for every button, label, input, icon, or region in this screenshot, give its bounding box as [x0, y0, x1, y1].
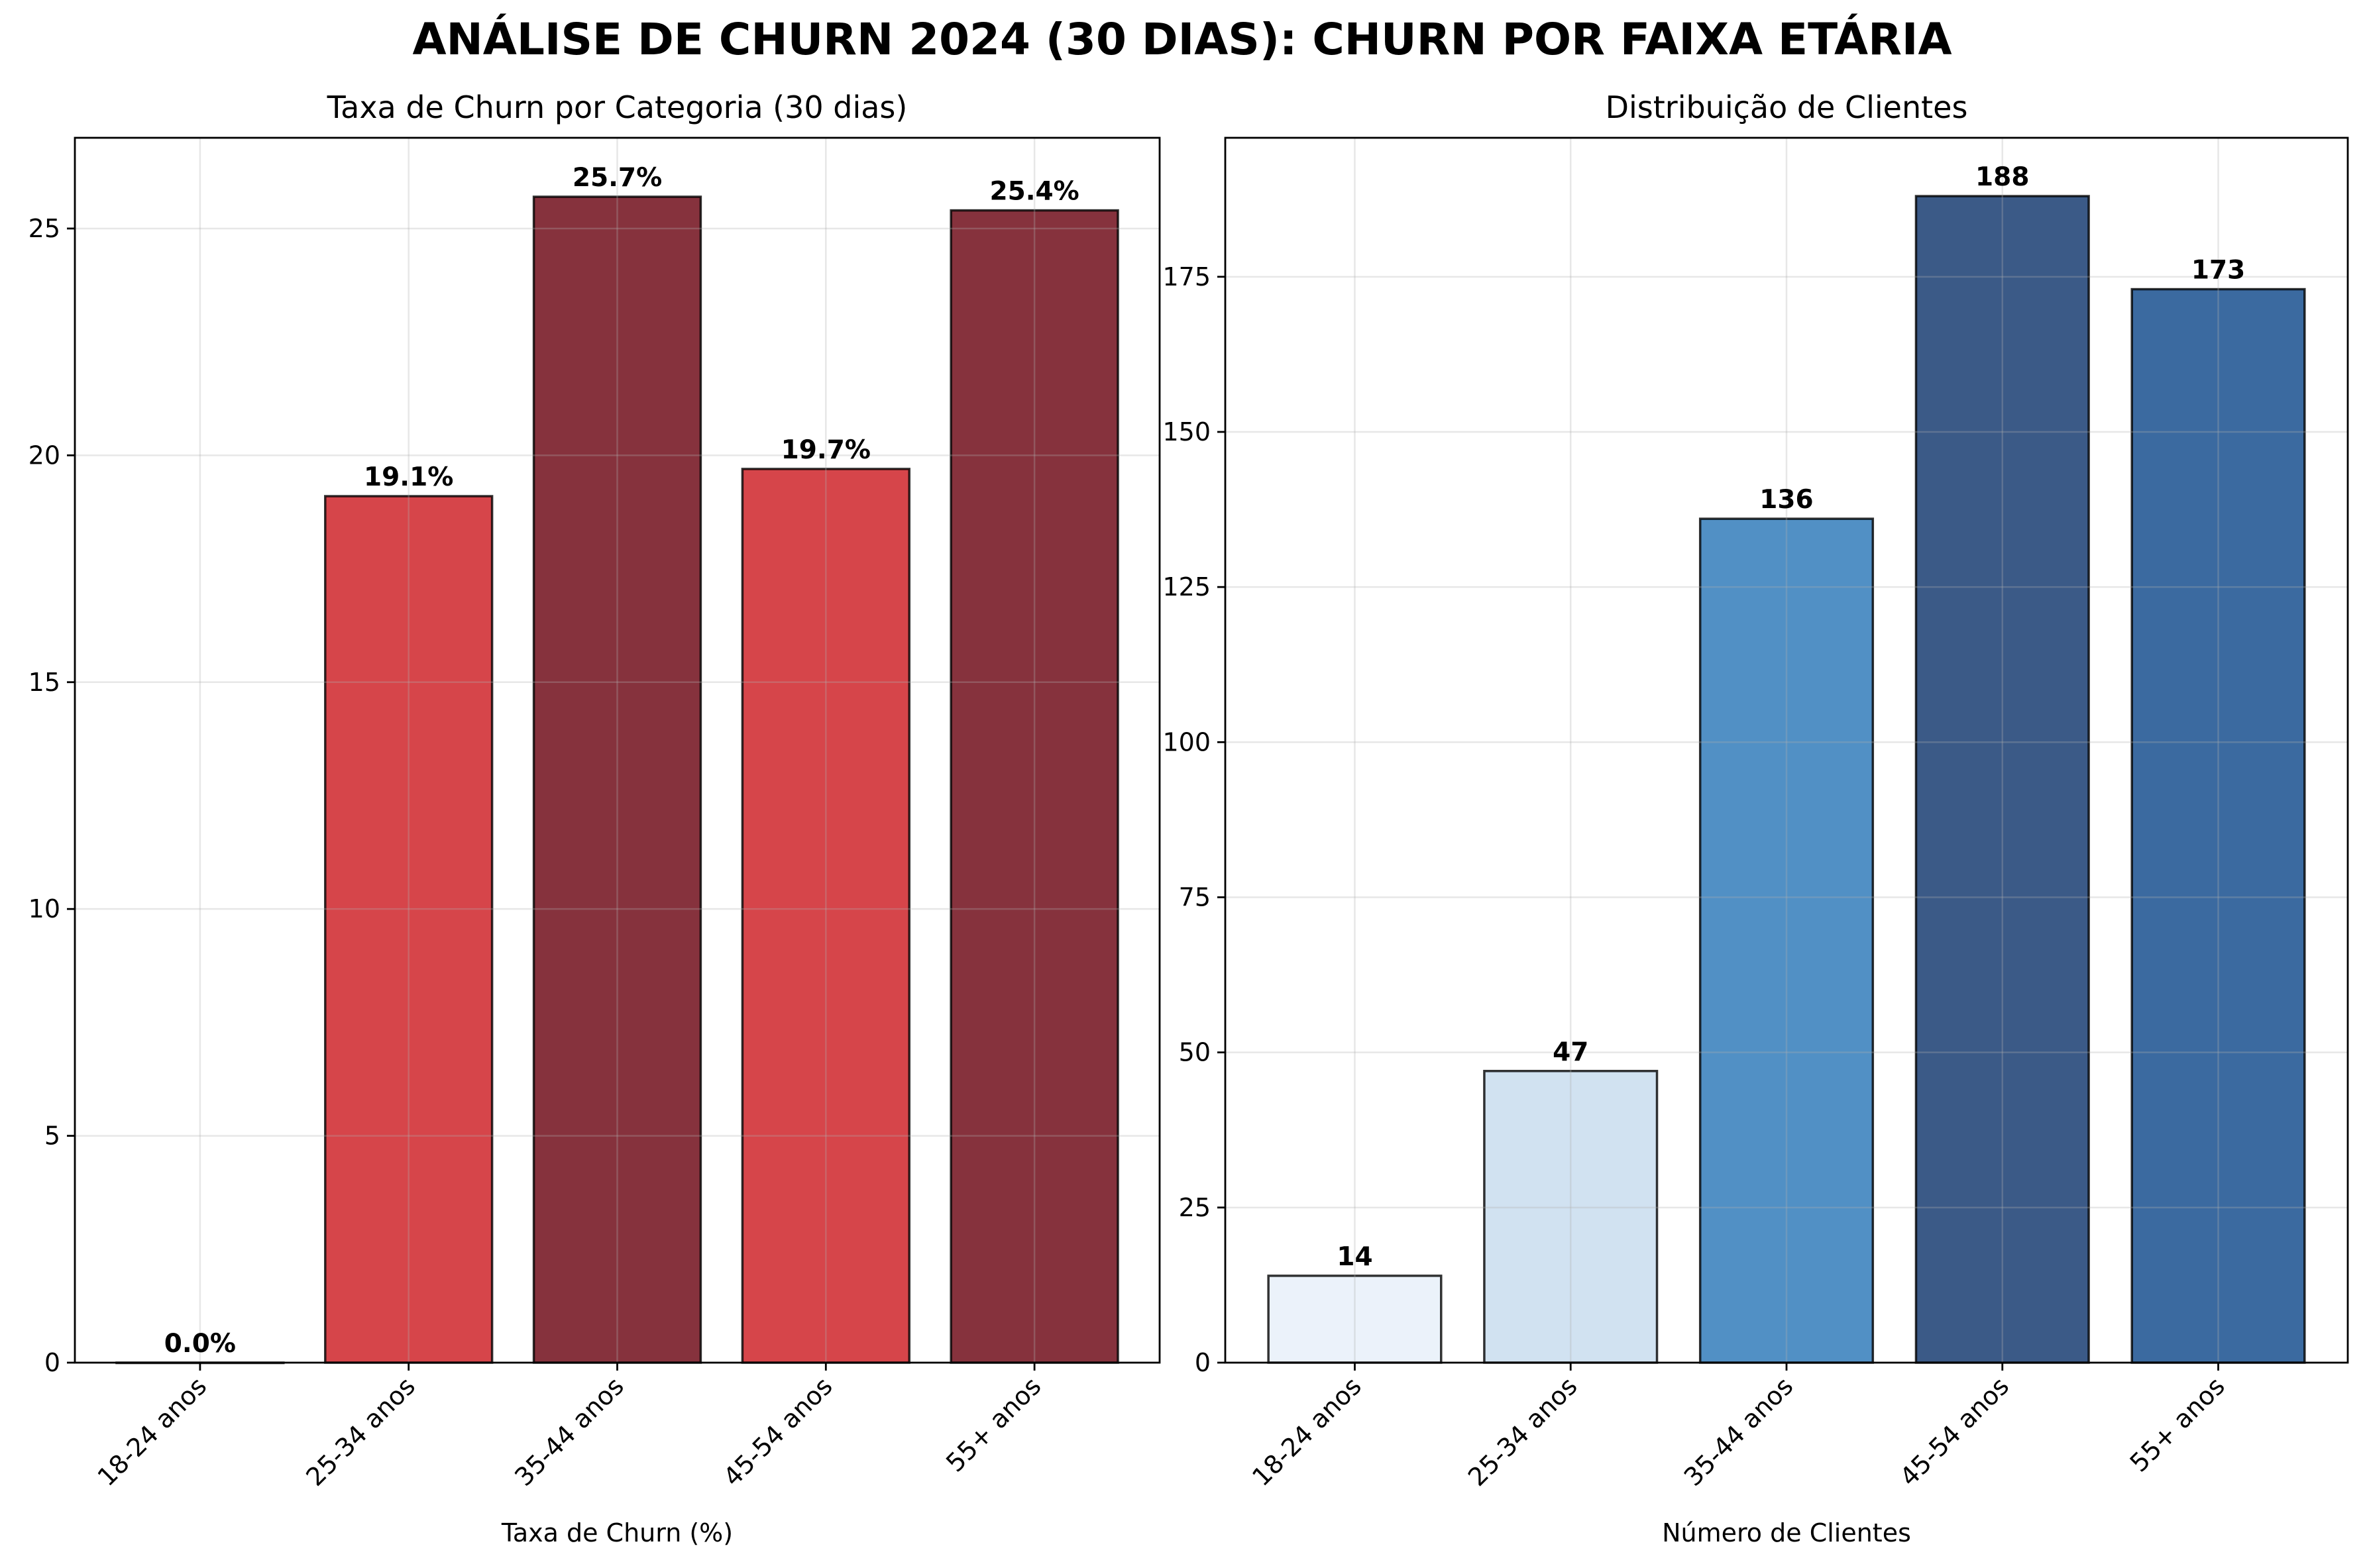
y-tick-label-4: 75 — [1179, 882, 1211, 912]
x-tick-label-5: 55+ anos — [940, 1371, 1046, 1477]
y-tick-label-4: 15 — [28, 668, 60, 697]
value-label-2: 47 — [1553, 1037, 1588, 1067]
x-tick-label-1: 18-24 anos — [92, 1371, 213, 1492]
value-label-5: 173 — [2191, 256, 2245, 286]
y-tick-label-1: 0 — [1195, 1348, 1211, 1377]
bar-3 — [1698, 517, 1875, 1364]
value-label-1: 0.0% — [164, 1329, 236, 1359]
y-tick-label-7: 150 — [1162, 417, 1211, 446]
x-axis-label: Número de Clientes — [1662, 1518, 1911, 1547]
x-tick-label-4: 45-54 anos — [1894, 1371, 2014, 1492]
x-tick-label-3: 35-44 anos — [509, 1371, 630, 1492]
x-tick-label-2: 25-34 anos — [300, 1371, 421, 1492]
y-tick-label-6: 125 — [1162, 572, 1211, 601]
y-tick-label-1: 0 — [44, 1348, 60, 1377]
bar-5 — [950, 209, 1119, 1364]
value-label-1: 14 — [1337, 1242, 1372, 1272]
y-tick-label-3: 10 — [28, 894, 60, 923]
bar-2 — [1483, 1070, 1659, 1364]
y-tick-label-5: 20 — [28, 441, 60, 470]
value-label-3: 136 — [1759, 485, 1813, 515]
y-tick-label-3: 50 — [1179, 1038, 1211, 1067]
customer-distribution-panel: 0 25 50 75 100 125 150 175 18-24 anos 25-34 anos 3… — [1162, 89, 2349, 1547]
panel-title: Taxa de Churn por Categoria (30 dias) — [327, 89, 908, 125]
bar-5 — [2130, 287, 2306, 1364]
value-label-4: 19.7% — [781, 435, 871, 465]
panel-title: Distribuição de Clientes — [1606, 89, 1968, 125]
churn-rate-panel: 0 5 10 15 20 25 18-24 anos 25-34 anos 35-44 anos… — [28, 89, 1161, 1547]
y-tick-label-5: 100 — [1162, 727, 1211, 757]
y-tick-label-2: 5 — [44, 1122, 60, 1151]
x-axis-label: Taxa de Churn (%) — [501, 1518, 733, 1547]
figure-title: ANÁLISE DE CHURN 2024 (30 DIAS): CHURN P… — [412, 13, 1952, 65]
x-tick-label-2: 25-34 anos — [1462, 1371, 1583, 1492]
value-label-5: 25.4% — [989, 177, 1079, 207]
bar-2 — [324, 495, 494, 1364]
value-label-2: 19.1% — [364, 462, 453, 492]
value-label-4: 188 — [1975, 162, 2029, 192]
bar-4 — [741, 468, 910, 1364]
x-tick-label-5: 55+ anos — [2124, 1371, 2230, 1477]
bar-4 — [1914, 195, 2090, 1364]
y-tick-label-6: 25 — [28, 214, 60, 243]
y-tick-label-2: 25 — [1179, 1193, 1211, 1222]
y-tick-label-8: 175 — [1162, 262, 1211, 291]
x-tick-label-4: 45-54 anos — [718, 1371, 838, 1492]
value-label-3: 25.7% — [573, 163, 662, 193]
bar-1 — [1267, 1275, 1443, 1364]
x-tick-label-1: 18-24 anos — [1246, 1371, 1367, 1492]
x-tick-label-3: 35-44 anos — [1678, 1371, 1799, 1492]
